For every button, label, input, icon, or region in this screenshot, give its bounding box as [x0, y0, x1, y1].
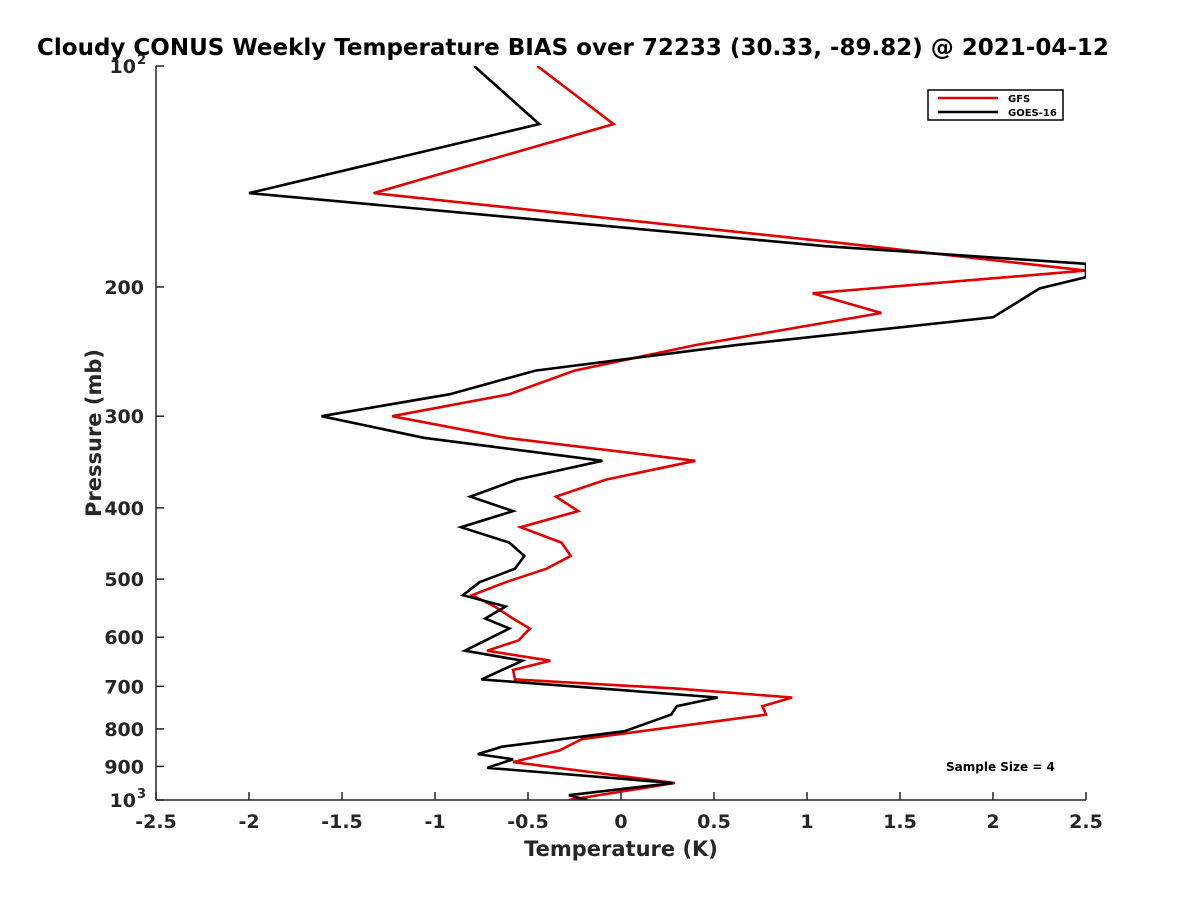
chart-title: Cloudy CONUS Weekly Temperature BIAS ove… [37, 35, 1109, 61]
x-tick-label: 0 [614, 811, 627, 833]
y-tick-label: 700 [104, 676, 144, 698]
y-axis-label: Pressure (mb) [82, 349, 106, 517]
plot-lines [248, 66, 1086, 800]
x-ticks: -2.5 -2 -1.5 -1 -0.5 0 0.5 1 1.5 2 2.5 [135, 792, 1103, 833]
x-tick-label: 1 [800, 811, 813, 833]
y-tick-exponent: 3 [137, 787, 146, 802]
legend-label-gfs: GFS [1008, 94, 1030, 105]
sample-size-annotation: Sample Size = 4 [946, 760, 1055, 774]
x-tick-label: 1.5 [883, 811, 917, 833]
y-tick-label: 600 [104, 627, 144, 649]
y-tick-label: 500 [104, 569, 144, 591]
series-line-goes-16 [248, 66, 1086, 800]
x-tick-label: -1.5 [321, 811, 363, 833]
y-tick-label: 10 [110, 56, 136, 78]
legend: GFS GOES-16 [927, 89, 1064, 121]
y-tick-label: 900 [104, 756, 144, 778]
y-tick-label: 10 [110, 790, 136, 812]
y-tick-label: 800 [104, 719, 144, 741]
x-tick-label: -2 [238, 811, 259, 833]
x-tick-label: -2.5 [135, 811, 177, 833]
y-tick-label: 200 [104, 277, 144, 299]
y-tick-label: 300 [104, 406, 144, 428]
series-line-gfs [373, 66, 1086, 800]
y-tick-exponent: 2 [137, 53, 146, 68]
y-tick-label: 400 [104, 498, 144, 520]
legend-box [927, 89, 1064, 121]
x-tick-label: -1 [424, 811, 445, 833]
x-axis-label: Temperature (K) [524, 837, 718, 861]
x-tick-label: -0.5 [507, 811, 549, 833]
x-tick-label: 2.5 [1069, 811, 1103, 833]
x-tick-label: 2 [986, 811, 999, 833]
x-tick-label: 0.5 [697, 811, 731, 833]
annotations: Sample Size = 4 [946, 760, 1055, 774]
legend-label-goes-16: GOES-16 [1008, 108, 1057, 119]
